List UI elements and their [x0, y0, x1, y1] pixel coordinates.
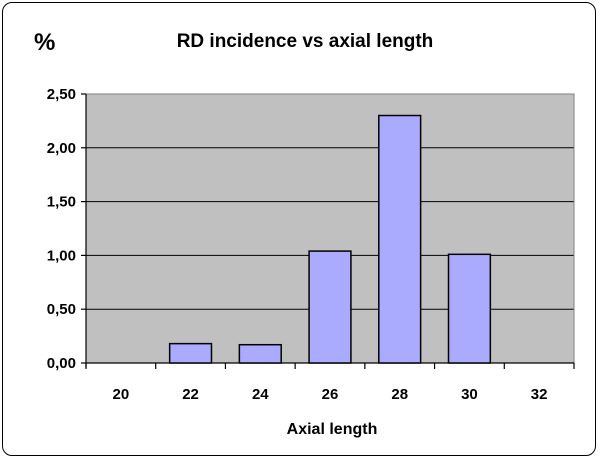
x-tick-label-30: 30	[461, 386, 478, 403]
y-tick-label-5: 2,50	[47, 86, 76, 103]
y-tick-label-1: 0,50	[47, 301, 76, 318]
y-tick-label-0: 0,00	[47, 355, 76, 372]
x-tick-label-26: 26	[322, 386, 339, 403]
x-tick-label-24: 24	[252, 386, 269, 403]
bar-22	[168, 342, 213, 364]
x-tick-label-32: 32	[531, 386, 548, 403]
x-tick-label-20: 20	[113, 386, 130, 403]
y-tick-label-2: 1,00	[47, 247, 76, 264]
plot-area: 0,00 0,50 1,00 1,50 2,00 2,50 20 22 24 26 28 30 32	[47, 86, 575, 403]
x-tick-label-28: 28	[391, 386, 408, 403]
bar-28	[378, 114, 422, 364]
x-axis-title: Axial length	[287, 421, 378, 438]
bar-24	[238, 343, 282, 364]
chart-title: RD incidence vs axial length	[177, 31, 434, 52]
unit-label: %	[34, 29, 55, 56]
y-tick-label-4: 2,00	[47, 140, 76, 157]
x-tick-label-22: 22	[182, 386, 199, 403]
y-tick-label-3: 1,50	[47, 194, 76, 211]
bar-30	[447, 253, 492, 364]
bar-26	[308, 250, 352, 364]
